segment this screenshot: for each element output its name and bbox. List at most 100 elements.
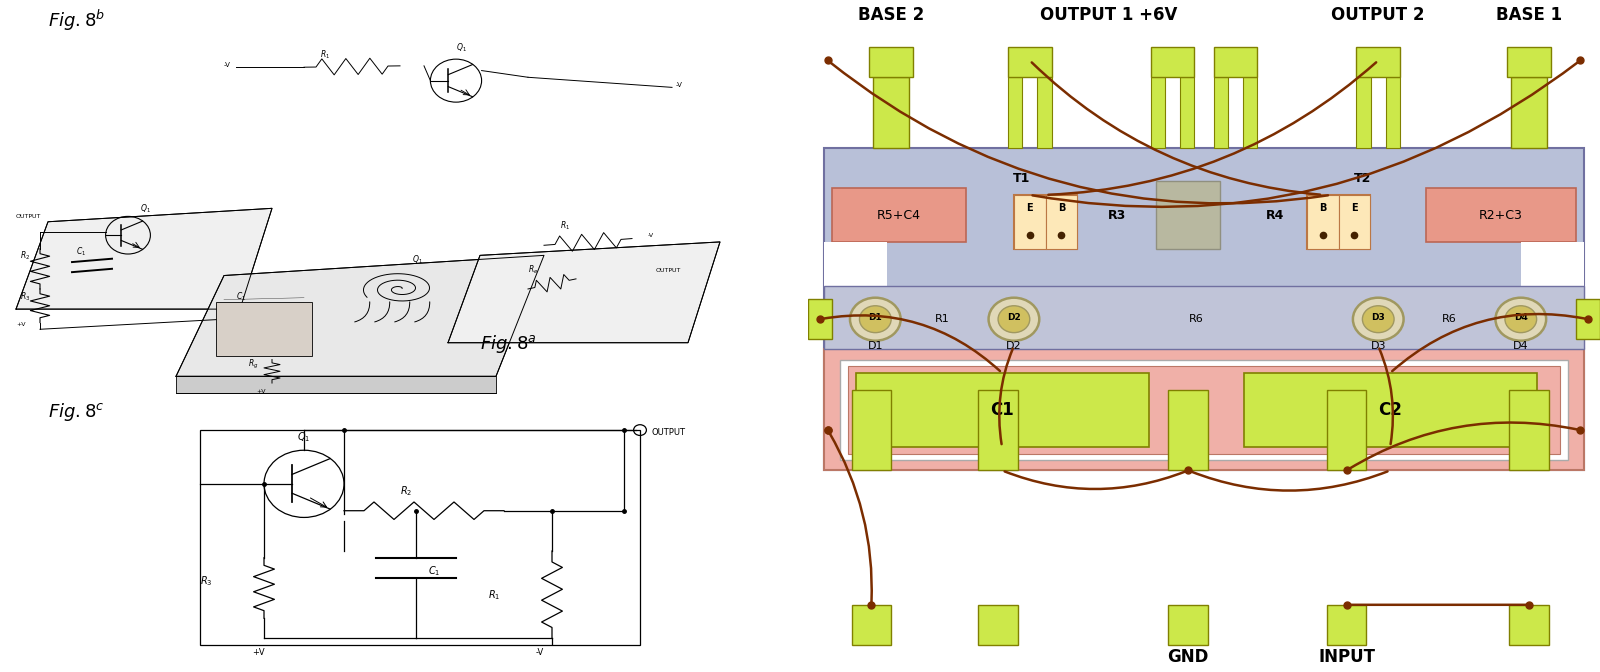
- Text: $\mathit{Fig.8}^b$: $\mathit{Fig.8}^b$: [48, 8, 106, 33]
- Circle shape: [1496, 298, 1546, 341]
- Text: R6: R6: [1442, 314, 1458, 324]
- Bar: [978, 390, 1018, 470]
- Bar: [1339, 195, 1370, 249]
- Bar: [824, 148, 1584, 470]
- Bar: [824, 349, 1584, 470]
- Bar: [1576, 299, 1600, 339]
- Bar: [832, 188, 966, 242]
- Bar: [216, 302, 312, 356]
- Text: OUTPUT 1 +6V: OUTPUT 1 +6V: [1040, 6, 1178, 24]
- Text: +V: +V: [16, 322, 26, 327]
- Bar: [1509, 390, 1549, 470]
- Text: D3: D3: [1371, 341, 1386, 351]
- Bar: [1150, 77, 1165, 148]
- Bar: [1426, 188, 1576, 242]
- Text: OUTPUT: OUTPUT: [16, 214, 42, 219]
- Text: R3: R3: [1107, 208, 1126, 222]
- Bar: [1214, 47, 1258, 77]
- Text: C1: C1: [990, 401, 1014, 419]
- Text: R5+C4: R5+C4: [877, 208, 922, 222]
- Bar: [824, 242, 886, 289]
- Text: D3: D3: [1371, 313, 1386, 323]
- Circle shape: [859, 306, 891, 333]
- Text: INPUT: INPUT: [1318, 648, 1374, 666]
- Circle shape: [1354, 298, 1403, 341]
- Polygon shape: [16, 208, 272, 309]
- Text: R1: R1: [936, 314, 950, 324]
- Bar: [1150, 47, 1194, 77]
- Text: $R_e$: $R_e$: [528, 263, 538, 276]
- Text: B: B: [1318, 204, 1326, 213]
- Bar: [1507, 47, 1550, 77]
- Text: BASE 2: BASE 2: [858, 6, 925, 24]
- Text: D2: D2: [1006, 341, 1022, 351]
- Circle shape: [850, 298, 901, 341]
- Bar: [851, 605, 891, 645]
- Bar: [1014, 195, 1077, 249]
- Text: $R_1$: $R_1$: [560, 220, 570, 232]
- Text: -V: -V: [675, 83, 683, 88]
- Bar: [808, 299, 832, 339]
- Text: $R_3$: $R_3$: [200, 575, 213, 589]
- Polygon shape: [176, 376, 496, 393]
- Bar: [1509, 605, 1549, 645]
- Text: +V: +V: [253, 648, 264, 657]
- Bar: [1168, 390, 1208, 470]
- Bar: [1008, 77, 1022, 148]
- Bar: [200, 430, 640, 645]
- Bar: [824, 286, 1584, 349]
- Text: -V: -V: [536, 648, 544, 657]
- Text: E: E: [1027, 204, 1034, 213]
- Text: OUTPUT: OUTPUT: [656, 268, 682, 273]
- Bar: [1307, 195, 1370, 249]
- Text: $Q_1$: $Q_1$: [298, 430, 310, 444]
- Bar: [874, 77, 909, 148]
- Circle shape: [989, 298, 1040, 341]
- Bar: [1008, 47, 1051, 77]
- Text: B: B: [1058, 204, 1066, 213]
- Text: R4: R4: [1266, 208, 1285, 222]
- Text: E: E: [1350, 204, 1358, 213]
- Bar: [1357, 47, 1400, 77]
- Bar: [1520, 242, 1584, 289]
- Bar: [1037, 77, 1051, 148]
- Bar: [1326, 605, 1366, 645]
- Bar: [1243, 373, 1536, 447]
- Bar: [851, 390, 891, 470]
- Text: $Q_1$: $Q_1$: [141, 203, 150, 215]
- Polygon shape: [448, 242, 720, 343]
- Bar: [1510, 77, 1547, 148]
- Text: R2+C3: R2+C3: [1478, 208, 1523, 222]
- Bar: [1157, 181, 1219, 249]
- Bar: [1179, 77, 1194, 148]
- Text: $C_1$: $C_1$: [237, 290, 246, 302]
- Text: D1: D1: [867, 341, 883, 351]
- Bar: [1307, 195, 1339, 249]
- Bar: [1386, 77, 1400, 148]
- Bar: [1326, 390, 1366, 470]
- Text: T2: T2: [1354, 171, 1371, 185]
- Circle shape: [1363, 306, 1394, 333]
- Text: OUTPUT 2: OUTPUT 2: [1331, 6, 1426, 24]
- Circle shape: [998, 306, 1030, 333]
- Text: T1: T1: [1013, 171, 1030, 185]
- Text: D1: D1: [869, 313, 882, 323]
- Text: $R_1$: $R_1$: [320, 48, 330, 60]
- Text: $R_g$: $R_g$: [248, 358, 259, 371]
- Text: -V: -V: [224, 62, 230, 68]
- Text: BASE 1: BASE 1: [1496, 6, 1562, 24]
- Text: $C_1$: $C_1$: [429, 564, 440, 579]
- Bar: [1243, 77, 1258, 148]
- Text: $\mathit{Fig.8}^c$: $\mathit{Fig.8}^c$: [48, 401, 104, 423]
- Text: $\mathit{Fig.8}^a$: $\mathit{Fig.8}^a$: [480, 333, 536, 355]
- Text: $R_3$: $R_3$: [19, 290, 30, 302]
- Text: $Q_1$: $Q_1$: [456, 42, 467, 54]
- Text: GND: GND: [1168, 648, 1210, 666]
- Text: OUTPUT: OUTPUT: [653, 429, 686, 437]
- Bar: [856, 373, 1149, 447]
- Text: $Q_1$: $Q_1$: [413, 253, 422, 265]
- Text: $R_1$: $R_1$: [488, 588, 501, 602]
- Text: D2: D2: [1006, 313, 1021, 323]
- Text: -V: -V: [648, 233, 654, 237]
- Text: D4: D4: [1514, 313, 1528, 323]
